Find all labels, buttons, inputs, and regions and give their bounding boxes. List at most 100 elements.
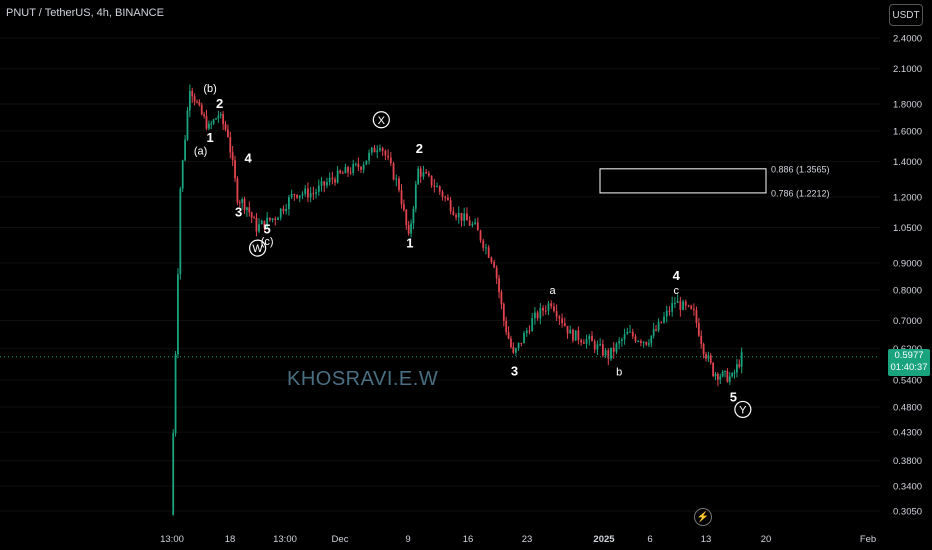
candle-body — [466, 213, 468, 221]
candle-body — [502, 304, 505, 321]
candle-body — [468, 220, 471, 226]
candle-body — [279, 208, 282, 218]
currency-button[interactable]: USDT — [889, 4, 923, 26]
lightning-bolt-icon[interactable]: ⚡ — [694, 508, 712, 526]
candle-body — [419, 168, 422, 177]
candle-body — [719, 376, 722, 380]
candle-body — [307, 188, 309, 198]
candle-body — [629, 331, 631, 333]
candle-body — [505, 320, 508, 333]
candle-body — [326, 182, 328, 186]
candle-body — [599, 344, 602, 346]
candle-body — [389, 157, 392, 164]
candle-body — [184, 139, 186, 161]
candle-body — [293, 194, 296, 196]
candle-body — [236, 178, 239, 203]
wave-label: (a) — [194, 145, 207, 157]
candle-body — [726, 370, 729, 382]
fib-level-label: 0.886 (1.3565) — [771, 164, 830, 174]
candle-body — [229, 136, 232, 153]
wave-label: 4 — [244, 150, 252, 165]
wave-label: 1 — [206, 130, 213, 145]
candle-body — [482, 240, 485, 248]
candle-body — [733, 372, 736, 374]
candle-body — [266, 217, 269, 228]
candle-body — [234, 160, 236, 179]
candle-body — [705, 354, 707, 359]
wave-label: X — [378, 115, 386, 127]
candle-body — [660, 321, 663, 323]
candle-body — [610, 347, 612, 359]
candle-body — [728, 376, 731, 382]
candle-body — [438, 186, 441, 192]
candle-body — [507, 332, 510, 339]
candle-body — [668, 310, 671, 312]
candle-body — [258, 224, 260, 232]
candle-body — [544, 310, 547, 312]
candle-body — [673, 302, 676, 304]
candle-body — [344, 167, 347, 174]
x-tick-label: 9 — [405, 534, 410, 545]
x-tick-label: 13:00 — [273, 534, 297, 545]
candle-body — [354, 163, 357, 165]
wave-circle — [249, 239, 267, 257]
candle-body — [198, 102, 201, 105]
candle-body — [520, 342, 523, 344]
candle-body — [493, 261, 496, 268]
candle-body — [304, 188, 307, 194]
candle-body — [555, 311, 558, 317]
candle-body — [328, 177, 331, 183]
candle-body — [219, 114, 222, 116]
last-price-tag: 0.5977 01:40:37 — [888, 349, 930, 376]
candle-body — [381, 148, 384, 151]
candle-body — [403, 204, 405, 210]
y-tick-label: 0.9000 — [893, 258, 922, 269]
wave-circle — [734, 400, 752, 419]
candle-body — [357, 163, 360, 168]
x-tick-label: Dec — [332, 534, 349, 545]
candle-body — [523, 333, 525, 344]
candle-body — [410, 223, 412, 234]
candle-body — [317, 185, 320, 193]
candle-body — [370, 147, 373, 153]
candle-body — [274, 218, 277, 220]
candle-body — [323, 181, 326, 186]
y-tick-label: 2.4000 — [893, 34, 922, 45]
candle-body — [447, 197, 449, 201]
candle-body — [547, 303, 550, 311]
watermark: KHOSRAVI.E.W — [287, 368, 439, 390]
candle-body — [231, 152, 234, 161]
candle-body — [210, 123, 213, 125]
candle-body — [395, 178, 398, 180]
candle-body — [430, 175, 433, 186]
symbol-title[interactable]: PNUT / TetherUS, 4h, BINANCE — [6, 7, 164, 19]
candle-body — [585, 339, 588, 344]
candle-body — [422, 172, 425, 177]
last-price-countdown: 01:40:37 — [890, 362, 928, 373]
candle-body — [612, 347, 615, 352]
candle-body — [444, 196, 447, 198]
candle-body — [714, 373, 717, 377]
candle-body — [525, 330, 528, 334]
x-tick-label: 20 — [761, 534, 772, 545]
candle-body — [697, 322, 700, 336]
candle-body — [449, 200, 452, 212]
candle-body — [260, 220, 263, 225]
candle-body — [200, 104, 203, 115]
candle-body — [452, 211, 455, 215]
candle-body — [387, 155, 390, 158]
candle-body — [226, 129, 229, 137]
candle-body — [212, 119, 215, 124]
candle-body — [441, 191, 444, 197]
candle-body — [392, 163, 395, 180]
candle-body — [433, 185, 436, 187]
candle-body — [665, 310, 668, 317]
wave-label: Y — [739, 404, 747, 416]
candle-body — [558, 316, 561, 319]
y-tick-label: 0.3800 — [893, 456, 922, 467]
candle-body — [553, 306, 555, 312]
candle-body — [712, 362, 715, 377]
candle-body — [500, 292, 503, 305]
y-tick-label: 1.6000 — [893, 126, 922, 137]
